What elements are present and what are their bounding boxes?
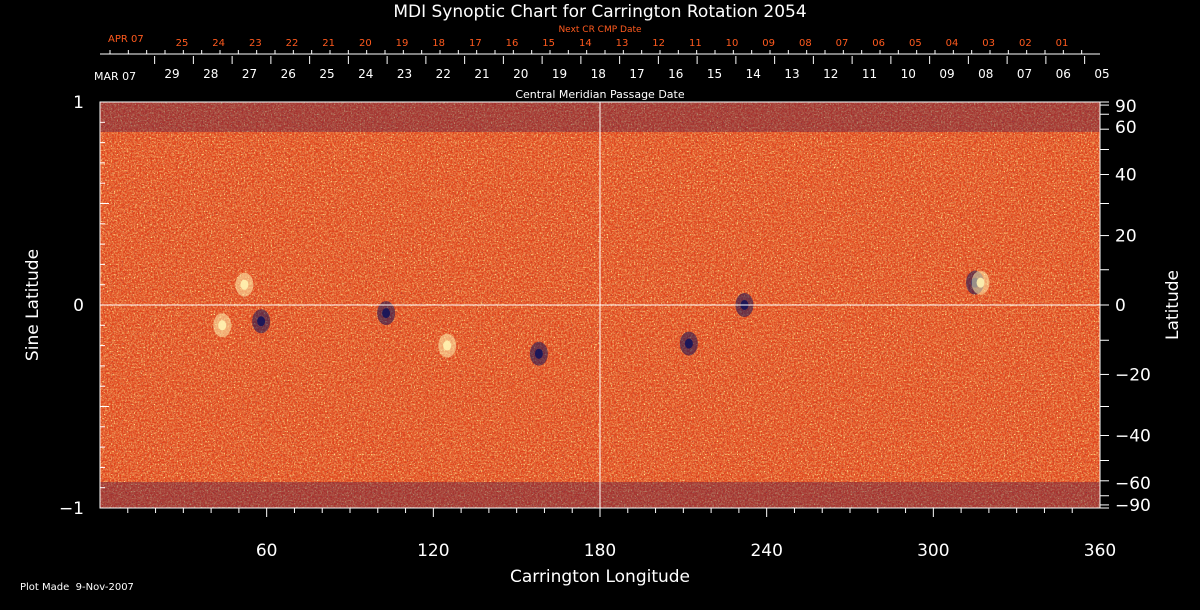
next-cr-day-label: 09 (762, 38, 775, 49)
next-cr-day-label: 18 (432, 38, 445, 49)
next-cr-day-label: 19 (396, 38, 409, 49)
x-axis: 60 120 180 240 300 360 (127, 508, 1116, 561)
magnetic-core-positive (976, 277, 985, 288)
next-cr-day-label: 16 (506, 38, 519, 49)
magnetic-core-negative (382, 308, 391, 319)
next-cr-day-ticks: 25 24 23 22 21 20 19 18 17 16 15 14 13 12 11 10 09 08 07 06… (109, 38, 1083, 54)
cmp-day-label: 25 (319, 67, 334, 81)
x-axis-title: Carrington Longitude (510, 567, 690, 587)
cmp-day-label: 20 (513, 67, 528, 81)
next-cr-day-label: 25 (176, 38, 189, 49)
next-cr-day-label: 03 (982, 38, 995, 49)
cmp-day-label: 22 (436, 67, 451, 81)
magnetic-core-positive (443, 340, 452, 351)
cmp-day-label: 10 (901, 67, 916, 81)
y-right-tick-label: 90 (1115, 97, 1137, 117)
magnetic-core-negative (257, 316, 266, 327)
cmp-day-label: 19 (552, 67, 567, 81)
cmp-day-label: 05 (1094, 67, 1109, 81)
magnetic-core-negative (684, 338, 693, 349)
magnetic-core-negative (534, 348, 543, 359)
y-axis-left-title: Sine Latitude (23, 249, 43, 361)
cmp-day-label: 21 (474, 67, 489, 81)
cmp-day-label: 11 (862, 67, 877, 81)
next-cr-day-label: 11 (689, 38, 702, 49)
next-cr-day-label: 05 (909, 38, 922, 49)
next-cr-day-label: 15 (542, 38, 555, 49)
next-cr-day-label: 01 (1056, 38, 1069, 49)
cmp-day-label: 17 (629, 67, 644, 81)
next-cr-day-label: 02 (1019, 38, 1032, 49)
cmp-day-label: 14 (746, 67, 761, 81)
y-right-tick-label: 0 (1115, 296, 1126, 316)
y-right-tick-label: −60 (1115, 474, 1151, 494)
cmp-day-label: 24 (358, 67, 373, 81)
cmp-day-label: 18 (591, 67, 606, 81)
next-cr-start-label: APR 07 (108, 34, 144, 45)
cmp-day-label: 26 (281, 67, 296, 81)
cmp-day-label: 28 (203, 67, 218, 81)
cmp-day-label: 23 (397, 67, 412, 81)
next-cr-day-label: 24 (212, 38, 225, 49)
y-left-tick-label: −1 (59, 499, 84, 519)
cmp-day-label: 09 (939, 67, 954, 81)
x-tick-label: 300 (917, 541, 949, 561)
next-cr-day-label: 12 (652, 38, 665, 49)
next-cr-day-label: 08 (799, 38, 812, 49)
y-axis-right-title: Latitude (1163, 270, 1183, 340)
chart-title: MDI Synoptic Chart for Carrington Rotati… (393, 2, 806, 22)
y-right-tick-label: −90 (1115, 496, 1151, 516)
cmp-day-ticks: 29 28 27 26 25 24 23 22 21 20 19 18 17 16 15 14 13 12 11 10… (154, 56, 1110, 81)
next-cr-day-label: 21 (322, 38, 335, 49)
next-cr-day-label: 14 (579, 38, 592, 49)
next-cr-day-label: 17 (469, 38, 482, 49)
y-right-tick-label: 40 (1115, 166, 1137, 186)
y-right-tick-label: −40 (1115, 426, 1151, 446)
magnetic-core-positive (240, 279, 249, 290)
cmp-start-label: MAR 07 (94, 70, 136, 83)
magnetic-core-positive (218, 320, 227, 331)
next-cr-day-label: 07 (836, 38, 849, 49)
next-cr-cmp-axis-label: Next CR CMP Date (558, 25, 642, 35)
x-tick-label: 60 (256, 541, 278, 561)
cmp-day-label: 12 (823, 67, 838, 81)
cmp-axis-label: Central Meridian Passage Date (515, 88, 684, 101)
y-left-tick-label: 1 (73, 93, 84, 113)
cmp-day-label: 13 (784, 67, 799, 81)
next-cr-day-label: 10 (726, 38, 739, 49)
y-right-tick-label: −20 (1115, 365, 1151, 385)
cmp-day-label: 06 (1056, 67, 1071, 81)
y-right-tick-label: 60 (1115, 118, 1137, 138)
y-right-tick-label: 20 (1115, 227, 1137, 247)
x-tick-label: 240 (750, 541, 782, 561)
next-cr-day-label: 22 (286, 38, 299, 49)
cmp-day-label: 07 (1017, 67, 1032, 81)
cmp-day-label: 29 (164, 67, 179, 81)
next-cr-day-label: 13 (616, 38, 629, 49)
next-cr-day-label: 23 (249, 38, 262, 49)
y-axis-left: 1 0 −1 (59, 93, 109, 519)
next-cr-day-label: 20 (359, 38, 372, 49)
cmp-day-label: 27 (242, 67, 257, 81)
next-cr-day-label: 06 (872, 38, 885, 49)
x-tick-label: 360 (1084, 541, 1116, 561)
cmp-day-label: 16 (668, 67, 683, 81)
cmp-day-label: 08 (978, 67, 993, 81)
next-cr-day-label: 04 (946, 38, 959, 49)
x-tick-label: 180 (584, 541, 616, 561)
plot-made-footer: Plot Made 9-Nov-2007 (20, 582, 134, 593)
x-tick-label: 120 (417, 541, 449, 561)
y-left-tick-label: 0 (73, 296, 84, 316)
cmp-day-label: 15 (707, 67, 722, 81)
